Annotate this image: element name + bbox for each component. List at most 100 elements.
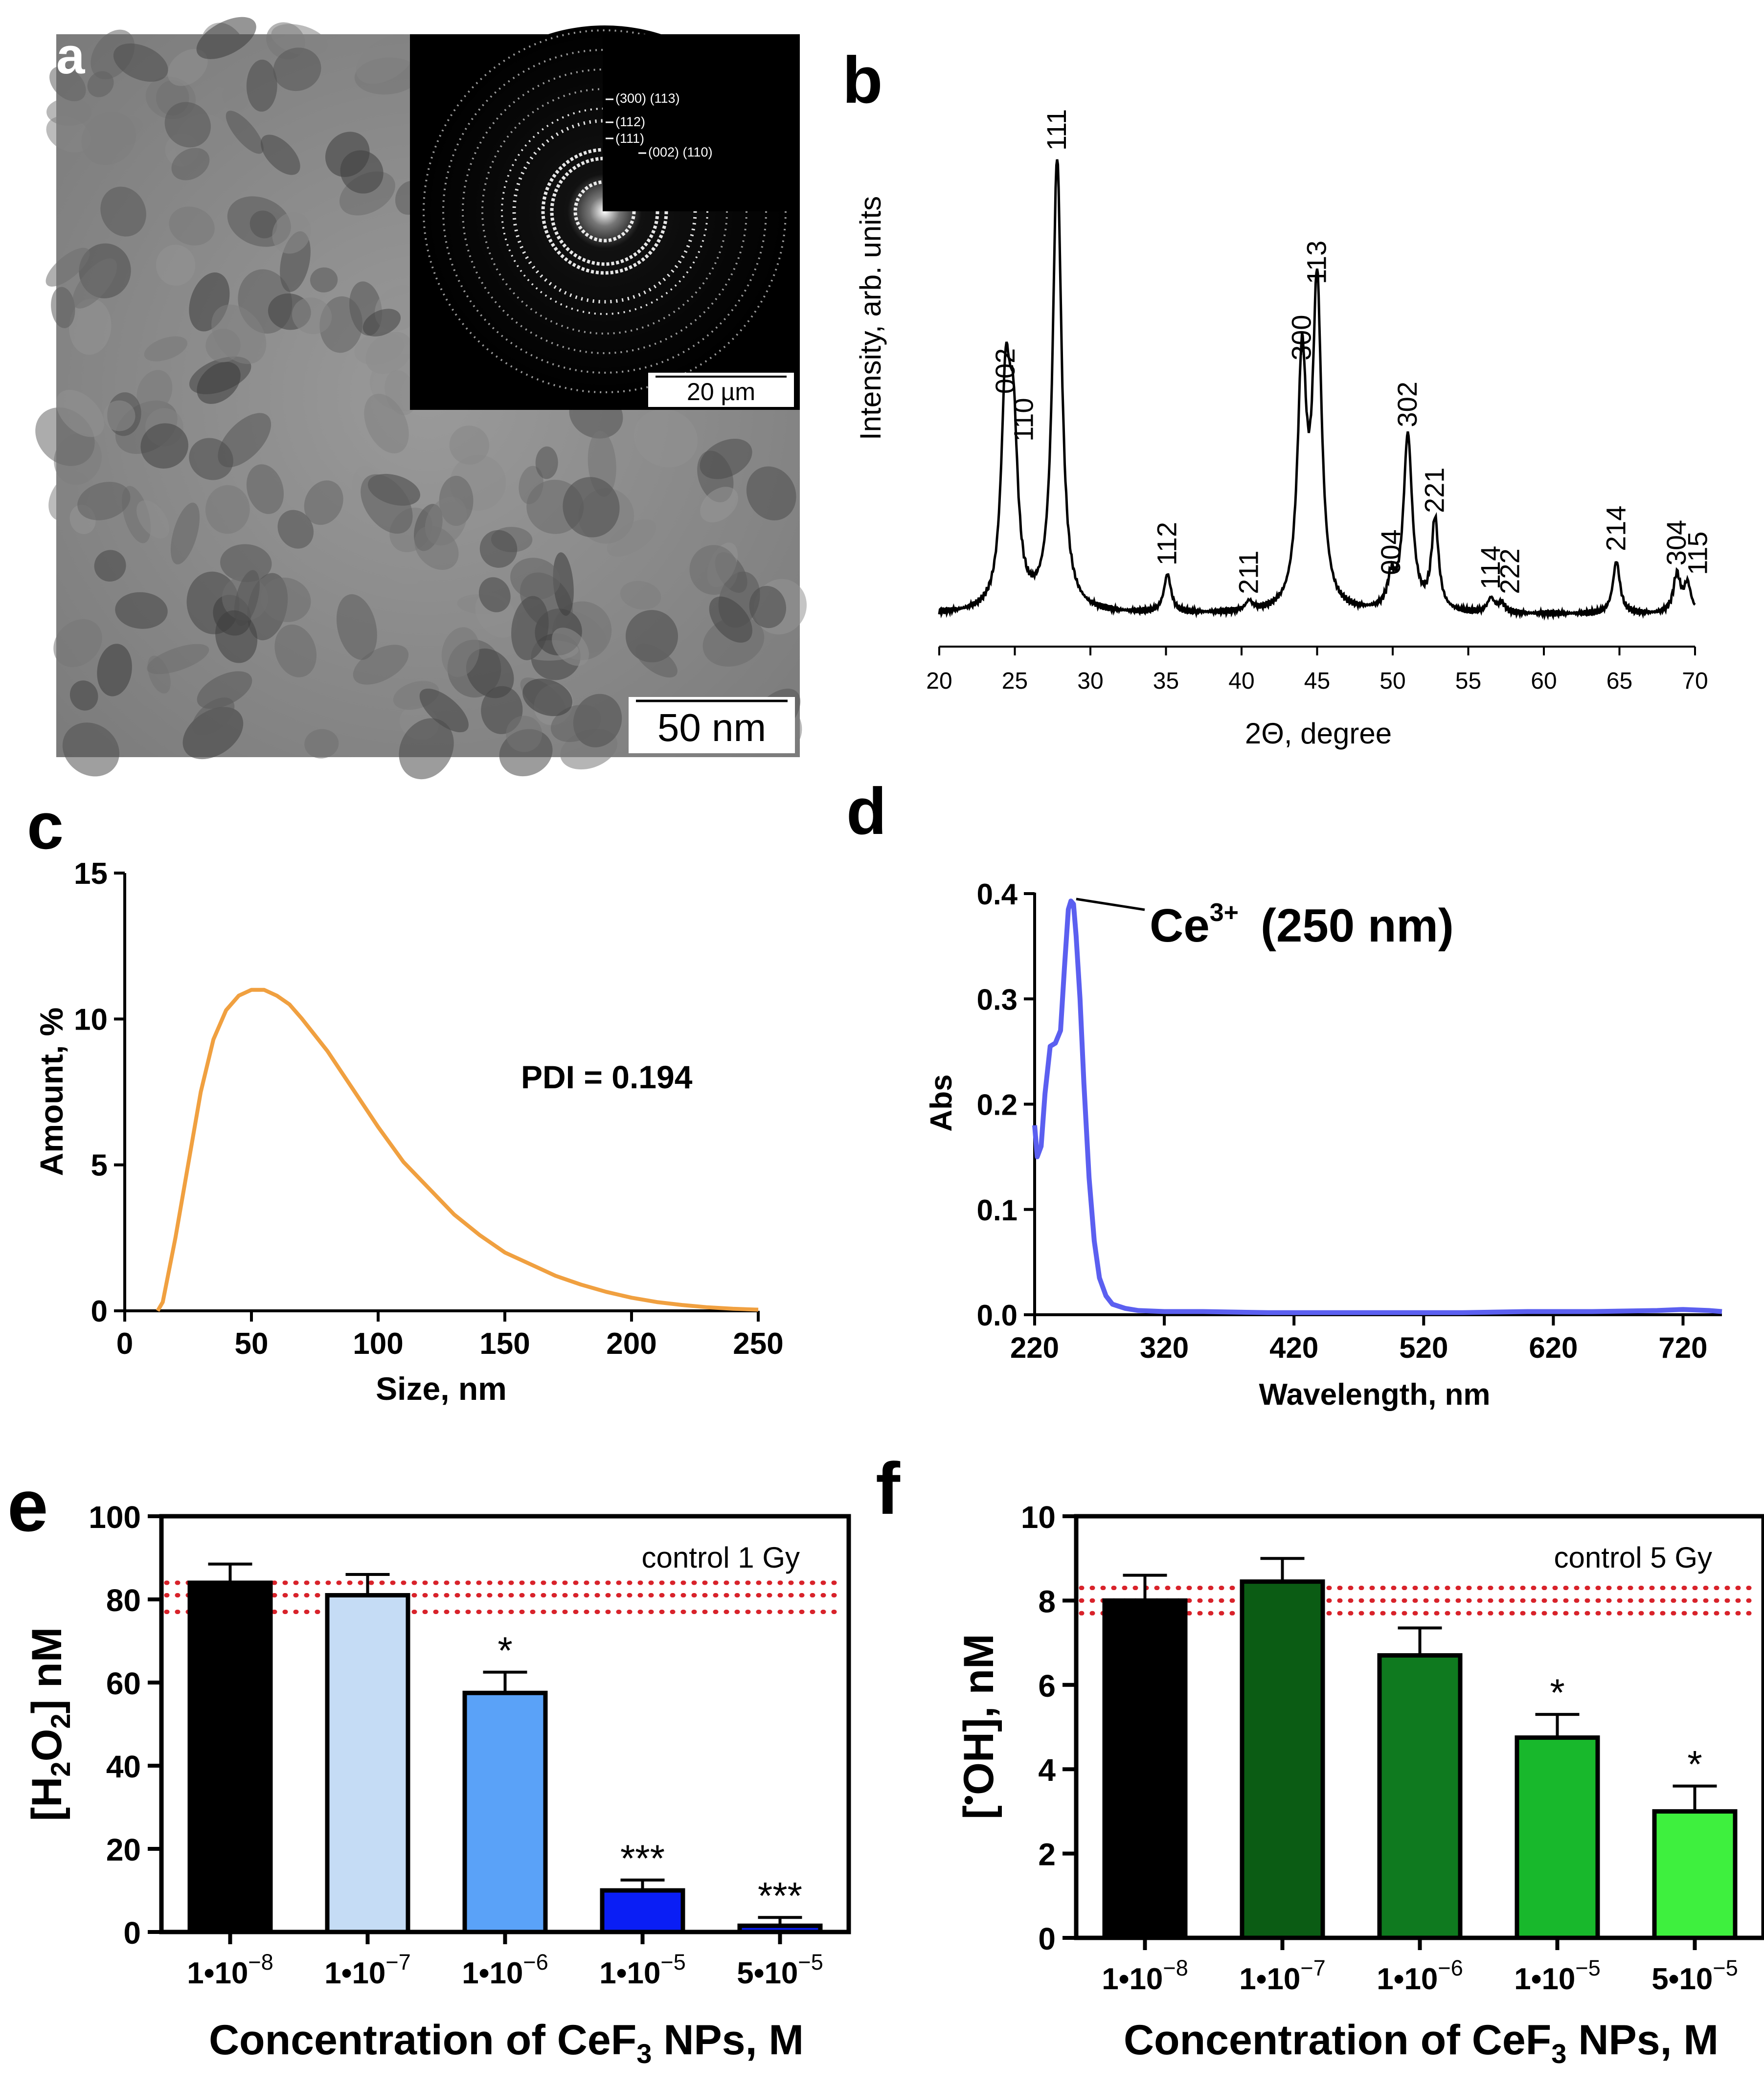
nanoparticle: [189, 438, 233, 480]
xrd-x-tick-label: 30: [1077, 668, 1103, 694]
nanoparticle: [69, 680, 98, 711]
h2o2-ylabel-pre: [H: [23, 1777, 70, 1821]
xrd-peak-label: 111: [1041, 109, 1072, 151]
dls-y-tick-label: 15: [74, 857, 108, 891]
nanoparticle: [633, 409, 698, 468]
h2o2-ylabel-post: ] nM: [23, 1627, 70, 1714]
nanoparticle: [45, 247, 90, 287]
bar: [1240, 1579, 1325, 1940]
nanoparticle: [700, 439, 752, 479]
bar: [187, 1580, 273, 1934]
x-tick-label: 1•10−5: [1514, 1955, 1600, 1996]
h2o2-xlabel-post: NPs, M: [652, 2017, 804, 2064]
nanoparticle: [362, 309, 401, 337]
significance-marker: ***: [758, 1874, 802, 1917]
uv-y-tick-label: 0.2: [977, 1089, 1018, 1122]
panel-f-oh-bars: f ** 1•10−8 1•10−7 1•10−6 1•10−5 5•10−502468…: [876, 1447, 1764, 2069]
nanoparticle: [277, 510, 314, 549]
oh-ylabel-dot: •: [952, 1795, 985, 1805]
nanoparticle: [53, 619, 102, 667]
uv-x-tick-label: 720: [1658, 1331, 1707, 1364]
significance-marker: ***: [620, 1837, 665, 1880]
tem-scalebar-label: 50 nm: [657, 706, 766, 749]
y-tick-label: 10: [1021, 1500, 1056, 1535]
x-tick-label: 1•10−8: [187, 1950, 273, 1990]
bar: [737, 1923, 823, 1934]
nanoparticle: [511, 596, 549, 660]
uv-y-tick-label: 0.0: [977, 1299, 1018, 1332]
nanoparticle: [171, 148, 210, 180]
x-tick-exponent: −6: [523, 1950, 548, 1975]
nanoparticle: [700, 487, 738, 522]
x-tick-mantissa: 1•10: [599, 1956, 660, 1990]
oh-xlabel-sub: 3: [1551, 2038, 1566, 2069]
dls-x-tick-label: 200: [606, 1327, 656, 1361]
xrd-peak-label: 302: [1392, 382, 1423, 427]
x-tick-exponent: −8: [248, 1950, 273, 1975]
x-tick-exponent: −5: [1575, 1955, 1600, 1980]
bar: [600, 1888, 685, 1934]
bar: [1377, 1653, 1463, 1940]
panel-letter-a: a: [56, 27, 86, 85]
nanoparticle: [373, 555, 419, 585]
panel-letter-b: b: [842, 43, 882, 117]
nanoparticle: [156, 245, 196, 286]
nanoparticle: [220, 544, 272, 583]
x-tick-exponent: −6: [1438, 1955, 1463, 1980]
xrd-peak-label: 112: [1152, 522, 1182, 565]
panel-letter-f: f: [876, 1447, 901, 1529]
nanoparticle: [356, 34, 416, 84]
significance-marker: *: [498, 1629, 512, 1672]
nanoparticle: [419, 688, 469, 733]
panel-e-h2o2-bars: e ******* 1•10−8 1•10−7 1•10−6 1•10−5 5•10−5…: [7, 1464, 851, 2069]
bar: [1102, 1598, 1188, 1940]
uv-xlabel: Wavelength, nm: [1259, 1378, 1490, 1412]
y-tick-label: 0: [123, 1915, 141, 1951]
panel-d-uv-vis: d 220 320 420 520 620 720 0.0 0.1 0.2 0.3 0.4 Ce3+…: [846, 774, 1722, 1412]
h2o2-control-label: control 1 Gy: [642, 1541, 800, 1574]
panel-a-tem-micrograph: a (300) (113) (112) (111) (002) (110) 20…: [35, 17, 807, 780]
nanoparticle: [169, 206, 215, 246]
saed-label-111: (111): [615, 131, 644, 146]
nanoparticle: [479, 530, 518, 568]
nanoparticle: [246, 59, 277, 112]
nanoparticle: [51, 287, 75, 328]
x-tick-exponent: −5: [660, 1950, 685, 1975]
uv-y-tick-label: 0.3: [977, 983, 1018, 1016]
uv-y-tick-label: 0.1: [977, 1194, 1018, 1227]
dls-ylabel: Amount, %: [33, 1008, 69, 1176]
xrd-x-tick-label: 55: [1455, 668, 1481, 694]
dls-x-tick-label: 50: [235, 1327, 269, 1361]
x-tick-label: 1•10−5: [599, 1950, 685, 1990]
nanoparticle: [304, 480, 343, 525]
nanoparticle: [167, 49, 208, 86]
h2o2-bars: *******: [187, 1562, 823, 1934]
nanoparticle: [689, 545, 738, 595]
nanoparticle: [749, 585, 787, 629]
uv-x-tick-label: 320: [1140, 1331, 1189, 1364]
dls-x-tick-label: 250: [733, 1327, 783, 1361]
xrd-peak-label: 304: [1661, 520, 1692, 565]
nanoparticle: [62, 722, 119, 777]
nanoparticle: [510, 558, 561, 600]
xrd-peak-label: 222: [1494, 548, 1525, 594]
uv-peak-text: (250 nm): [1261, 899, 1454, 952]
xrd-peak-label: 113: [1301, 241, 1332, 284]
nanoparticle: [340, 150, 384, 194]
nanoparticle: [87, 71, 114, 97]
dls-y-tick-label: 5: [91, 1149, 108, 1183]
uv-peak-charge: 3+: [1210, 898, 1239, 927]
x-tick-exponent: −7: [385, 1950, 410, 1975]
nanoparticle: [336, 594, 377, 660]
panel-letter-e: e: [7, 1464, 48, 1547]
nanoparticle: [140, 423, 188, 469]
x-tick-mantissa: 1•10: [324, 1956, 385, 1990]
nanoparticle: [522, 678, 573, 717]
x-tick-exponent: −5: [798, 1950, 823, 1975]
nanoparticle: [364, 394, 409, 453]
xrd-x-tick-label: 50: [1380, 668, 1405, 694]
xrd-x-tick-label: 40: [1228, 668, 1254, 694]
